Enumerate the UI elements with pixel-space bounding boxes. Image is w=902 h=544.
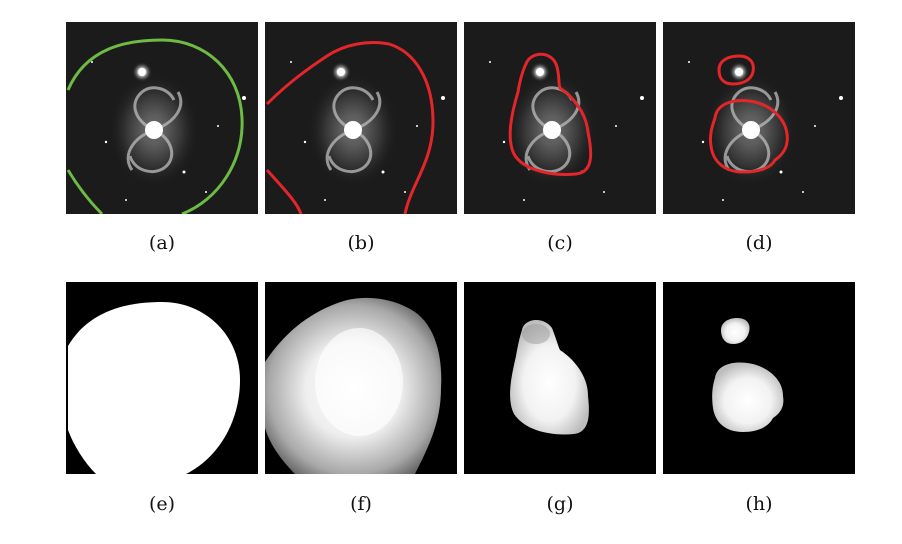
caption-b: (b) xyxy=(347,232,375,254)
blob-mask-h-galaxy xyxy=(712,362,784,432)
panel-c xyxy=(464,22,656,214)
caption-f: (f) xyxy=(350,493,372,515)
galaxy-image-b xyxy=(265,22,457,214)
panel-a xyxy=(66,22,258,214)
blob-mask-g xyxy=(510,319,589,435)
panel-f xyxy=(265,282,457,474)
galaxy-image-d xyxy=(663,22,855,214)
evolved-contour-b xyxy=(265,41,435,214)
mask-image-f xyxy=(265,282,457,474)
galaxy-image-c xyxy=(464,22,656,214)
panel-d xyxy=(663,22,855,214)
evolved-contour-d-galaxy xyxy=(709,99,789,174)
binary-mask-e xyxy=(68,302,240,474)
mask-image-h xyxy=(663,282,855,474)
caption-a: (a) xyxy=(148,232,176,254)
mask-image-g xyxy=(464,282,656,474)
caption-c: (c) xyxy=(547,232,573,254)
caption-e: (e) xyxy=(148,493,176,515)
evolved-contour-d-companion xyxy=(717,54,755,86)
galaxy-image-a xyxy=(66,22,258,214)
caption-g: (g) xyxy=(546,493,574,515)
panel-e xyxy=(66,282,258,474)
caption-h: (h) xyxy=(745,493,773,515)
caption-d: (d) xyxy=(745,232,773,254)
evolved-contour-c xyxy=(508,52,593,176)
blob-mask-h-companion xyxy=(721,318,750,344)
panel-g xyxy=(464,282,656,474)
panel-h xyxy=(663,282,855,474)
initial-contour-a xyxy=(66,38,244,214)
panel-b xyxy=(265,22,457,214)
mask-image-e xyxy=(66,282,258,474)
